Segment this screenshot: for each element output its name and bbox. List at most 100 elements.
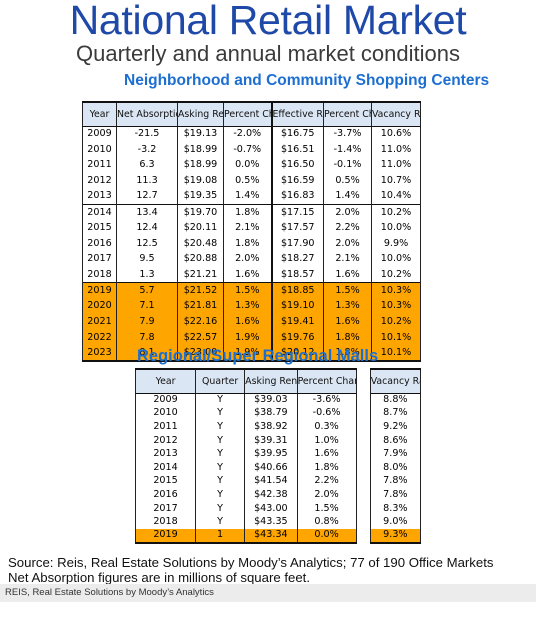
- column-spacer: [355, 406, 371, 421]
- table-cell: 1.8%: [296, 460, 357, 475]
- table-cell: $43.00: [244, 501, 298, 516]
- table-cell: $18.99: [177, 157, 224, 174]
- column-header: Vacancy Rate: [371, 101, 421, 127]
- table-cell: 1.3%: [223, 298, 272, 315]
- table-cell: 10.0%: [371, 220, 421, 236]
- footer-bar: REIS, Real Estate Solutions by Moody’s A…: [0, 584, 536, 602]
- table-cell: 10.0%: [371, 251, 421, 268]
- table-cell: 2021: [82, 314, 117, 330]
- column-header: Effective Rent: [270, 101, 324, 127]
- table-cell: 10.6%: [371, 126, 421, 142]
- column-header: Vacancy Rate: [369, 368, 422, 394]
- table-cell: 9.0%: [369, 515, 422, 529]
- table-cell: 2015: [82, 220, 117, 236]
- table-cell: 10.2%: [371, 314, 421, 330]
- column-header: Year: [82, 101, 117, 127]
- column-spacer: [355, 433, 371, 448]
- table-cell: 10.2%: [371, 267, 421, 283]
- table-row: 2022 7.8 $22.57 1.9% $19.76 1.8% 10.1%: [82, 329, 421, 346]
- table-row: 2020 7.1 $21.81 1.3% $19.10 1.3% 10.3%: [82, 298, 421, 315]
- column-spacer: [355, 528, 371, 543]
- table-cell: Y: [195, 515, 246, 529]
- table-cell: $19.10: [270, 298, 324, 315]
- table-cell: 12.4: [116, 220, 178, 236]
- table-cell: 12.7: [116, 188, 178, 205]
- table-cell: $16.50: [270, 157, 324, 174]
- table-cell: -21.5: [116, 126, 178, 142]
- table-cell: Y: [195, 501, 246, 516]
- table-cell: 1.8%: [323, 329, 372, 346]
- table-cell: 1.6%: [223, 314, 272, 330]
- column-spacer: [355, 420, 371, 434]
- table-cell: 2022: [82, 329, 117, 346]
- table-cell: 8.8%: [369, 393, 422, 407]
- table-cell: 1: [195, 528, 246, 544]
- table-cell: 2.0%: [296, 488, 357, 502]
- table-row: 2011 Y $38.92 0.3% 9.2%: [134, 420, 422, 434]
- table-cell: $18.99: [177, 141, 224, 158]
- table-cell: 10.1%: [371, 329, 421, 346]
- table-cell: Y: [195, 433, 246, 448]
- table-cell: $41.54: [244, 474, 298, 489]
- table-cell: 2010: [134, 406, 197, 421]
- table-row: 2018 1.3 $21.21 1.6% $18.57 1.6% 10.2%: [82, 267, 421, 283]
- table-cell: 1.4%: [323, 188, 372, 205]
- table-cell: 9.3%: [369, 528, 422, 544]
- column-spacer: [355, 460, 371, 475]
- malls-heading: Regional/Super Regional Malls: [137, 347, 379, 365]
- neighborhood-heading: Neighborhood and Community Shopping Cent…: [124, 72, 490, 89]
- table-cell: $17.57: [270, 220, 324, 236]
- source-note: Source: Reis, Real Estate Solutions by M…: [8, 555, 494, 570]
- table-cell: 2023: [82, 345, 117, 363]
- table-cell: 1.8%: [223, 203, 272, 221]
- page-subtitle: Quarterly and annual market conditions: [76, 41, 460, 66]
- table-cell: 13.4: [116, 203, 178, 221]
- table-cell: 2.0%: [323, 235, 372, 252]
- table-cell: 10.7%: [371, 173, 421, 189]
- table-cell: 0.5%: [323, 173, 372, 189]
- table-cell: 1.8%: [323, 345, 372, 363]
- table-row: 2015 Y $41.54 2.2% 7.8%: [134, 474, 422, 489]
- table-row: 2010 Y $38.79 -0.6% 8.7%: [134, 406, 422, 421]
- table-cell: Y: [195, 420, 246, 434]
- table-cell: Y: [195, 488, 246, 502]
- table-cell: $22.57: [177, 329, 224, 346]
- table-cell: $20.11: [177, 220, 224, 236]
- table-row: 2021 7.9 $22.16 1.6% $19.41 1.6% 10.2%: [82, 314, 421, 330]
- table-cell: 2013: [134, 447, 197, 461]
- page-title: National Retail Market: [69, 0, 467, 43]
- table-cell: 8.6%: [369, 433, 422, 448]
- table-cell: 2010: [82, 141, 117, 158]
- column-header: Percent Change: [323, 101, 372, 127]
- table-cell: 10.4%: [371, 188, 421, 205]
- table-cell: 8.3%: [369, 501, 422, 516]
- table-cell: 2018: [82, 267, 117, 283]
- table-cell: 1.3%: [323, 298, 372, 315]
- table-cell: 0.0%: [296, 528, 357, 544]
- table-row: 2017 9.5 $20.88 2.0% $18.27 2.1% 10.0%: [82, 251, 421, 268]
- table-cell: $16.51: [270, 141, 324, 158]
- table-cell: 1.5%: [323, 282, 372, 299]
- table-cell: 1.0%: [296, 433, 357, 448]
- table-cell: 7.9%: [369, 447, 422, 461]
- table-row: 2011 6.3 $18.99 0.0% $16.50 -0.1% 11.0%: [82, 157, 421, 174]
- table-cell: $20.48: [177, 235, 224, 252]
- table-cell: 11.0%: [371, 141, 421, 158]
- table-cell: 2012: [134, 433, 197, 448]
- table-row: 2023 8.1 $23.00 1.9% $20.12 1.8% 10.1%: [82, 345, 421, 363]
- table-cell: 1.6%: [323, 314, 372, 330]
- table-cell: Y: [195, 393, 246, 407]
- table-cell: 7.8: [116, 329, 178, 346]
- table-cell: 12.5: [116, 235, 178, 252]
- table-cell: $38.92: [244, 420, 298, 434]
- table-cell: 2011: [134, 420, 197, 434]
- table-cell: 9.2%: [369, 420, 422, 434]
- table-cell: $16.59: [270, 173, 324, 189]
- table-cell: 5.7: [116, 282, 178, 299]
- table-cell: 2014: [82, 203, 117, 221]
- table-cell: 2019: [82, 282, 117, 299]
- table-cell: $21.52: [177, 282, 224, 299]
- table-cell: 8.7%: [369, 406, 422, 421]
- table-cell: 2016: [82, 235, 117, 252]
